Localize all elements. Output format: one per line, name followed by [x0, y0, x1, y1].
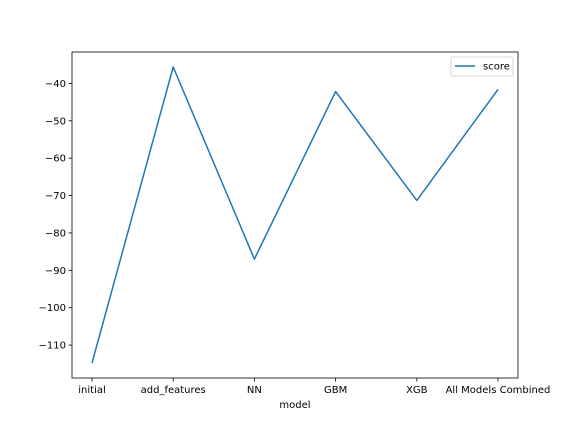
x-tick-label: GBM: [324, 385, 347, 396]
plot-frame: [71, 51, 519, 379]
legend-frame: [450, 56, 514, 77]
plot-area: [72, 52, 518, 378]
x-tick-label: add_features: [141, 385, 206, 396]
x-tick-label: All Models Combined: [446, 385, 551, 396]
y-tick-label: −70: [45, 191, 66, 202]
x-axis-ticks: initial add_features NN GBM XGB All Models Co…: [78, 378, 550, 396]
x-axis-label: model: [279, 400, 310, 411]
y-tick-label: −110: [39, 341, 66, 352]
legend: score: [450, 56, 514, 77]
y-tick-label: −80: [45, 228, 66, 239]
y-axis-ticks: −110 −100 −90 −80 −70 −60 −50 −40: [39, 79, 72, 352]
y-tick-label: −50: [45, 116, 66, 127]
x-tick-label: initial: [78, 385, 106, 396]
series-line-score: [91, 66, 499, 364]
y-tick-label: −60: [45, 154, 66, 165]
y-tick-label: −40: [45, 79, 66, 90]
x-tick-label: NN: [247, 385, 262, 396]
x-tick-label: XGB: [406, 385, 428, 396]
series-layer: [91, 66, 499, 364]
y-tick-label: −100: [39, 303, 66, 314]
legend-label-score: score: [483, 62, 510, 73]
y-tick-label: −90: [45, 266, 66, 277]
